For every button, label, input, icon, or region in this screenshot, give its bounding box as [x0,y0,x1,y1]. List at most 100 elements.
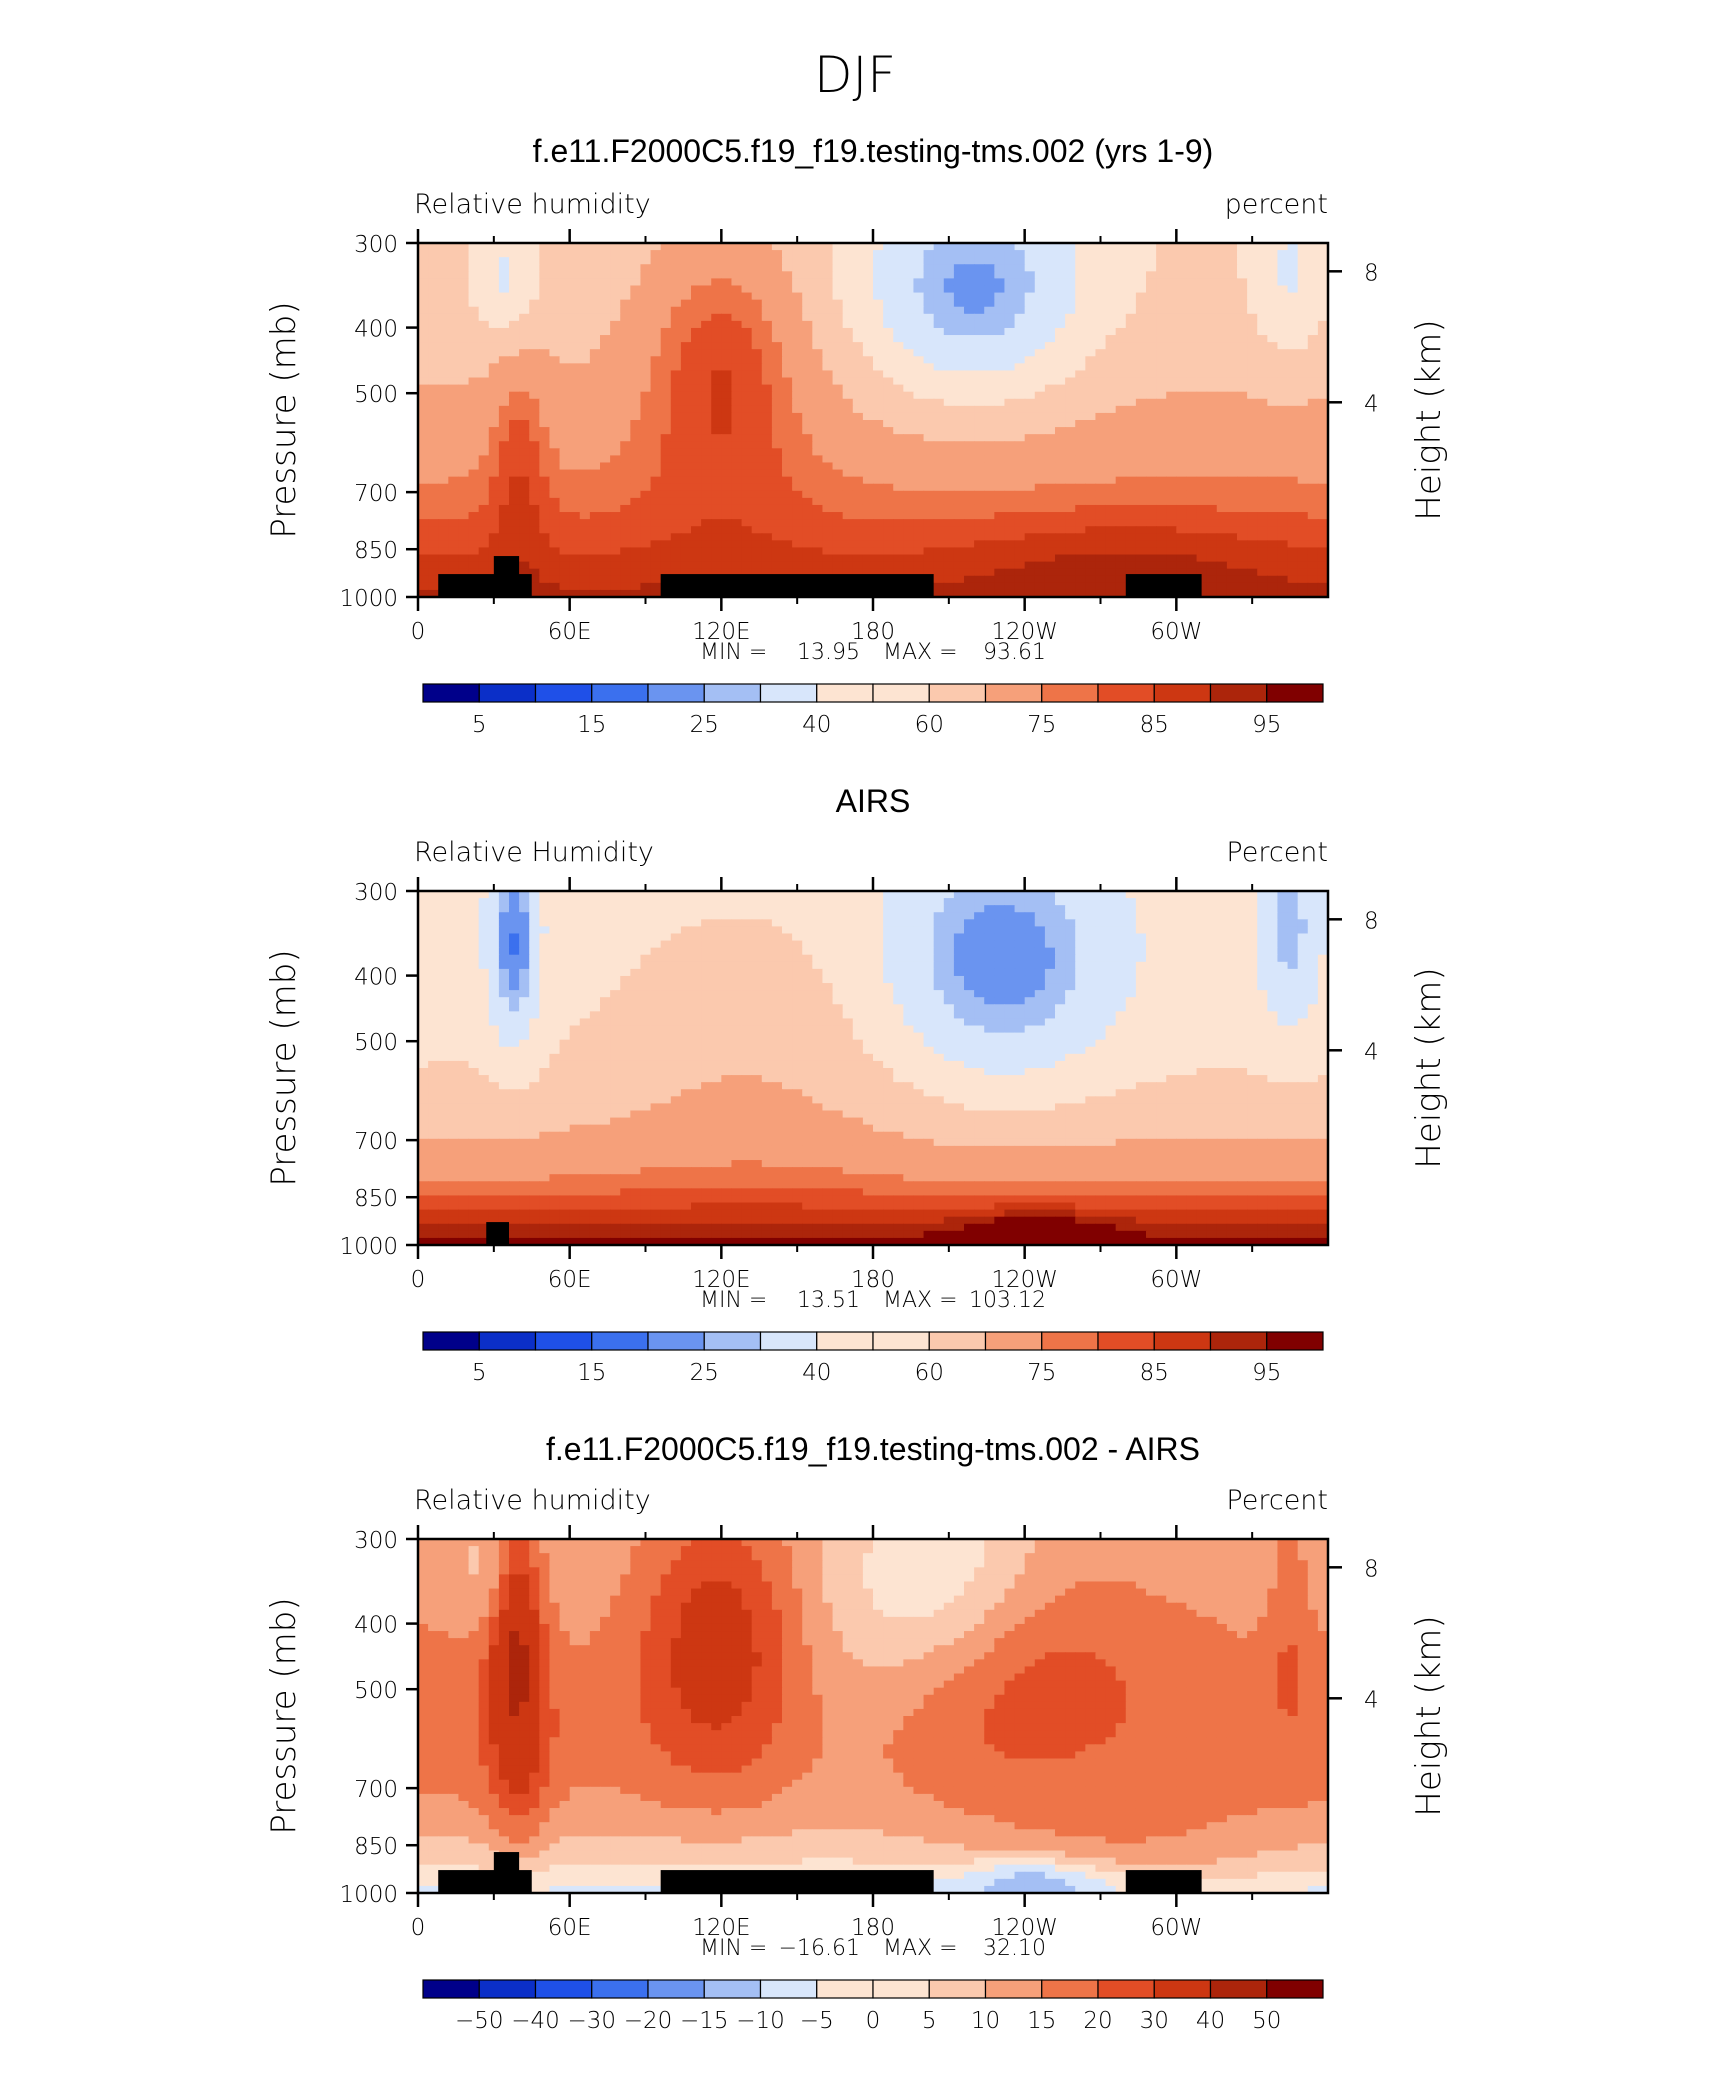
contour-cell [974,412,985,421]
contour-cell [1277,292,1289,301]
contour-cell [974,554,985,563]
contour-cell [1146,320,1157,329]
contour-cell [1226,455,1238,464]
contour-cell [660,405,672,414]
contour-cell [600,455,611,464]
contour-cell [933,912,945,920]
contour-cell [1226,285,1238,294]
contour-cell [488,356,500,364]
contour-cell [701,384,712,393]
contour-cell [721,363,733,372]
contour-cell [1156,427,1167,435]
contour-cell [964,250,975,258]
contour-cell [519,384,530,393]
contour-cell [488,462,500,471]
contour-cell [1055,912,1066,920]
contour-cell [630,370,642,379]
contour-cell [650,912,662,920]
contour-cell [579,561,591,570]
contour-cell [964,271,975,279]
contour-cell [589,483,601,492]
contour-cell [741,455,753,464]
contour-cell [418,349,429,357]
contour-cell [862,919,874,927]
contour-cell [984,554,995,563]
contour-cell [448,278,460,287]
contour-cell [701,561,712,570]
contour-cell [1257,589,1268,598]
contour-cell [792,405,803,414]
contour-cell [842,448,854,456]
contour-cell [610,526,621,534]
contour-cell [802,519,813,527]
contour-cell [873,278,884,287]
contour-cell [782,370,793,379]
contour-cell [1277,335,1289,343]
contour-cell [1125,469,1137,478]
contour-cell [1055,370,1066,379]
contour-cell [832,540,844,549]
contour-cell [1105,582,1117,591]
contour-cell [620,462,631,471]
contour-cell [650,540,662,549]
contour-cell [650,243,662,251]
contour-cell [771,377,783,386]
contour-cell [640,441,652,449]
contour-cell [842,905,854,913]
contour-cell [529,483,540,492]
contour-cell [984,448,995,456]
contour-cell [1115,327,1127,336]
contour-cell [539,547,551,556]
contour-cell [1135,504,1147,513]
contour-cell [1166,250,1177,258]
contour-cell [1307,497,1319,506]
contour-cell [1267,285,1279,294]
contour-cell [701,891,712,899]
contour-cell [862,278,874,287]
contour-cell [893,292,904,301]
contour-cell [428,554,439,563]
contour-cell [1044,370,1056,379]
contour-cell [1055,568,1066,577]
contour-cell [873,427,884,435]
contour-cell [1105,257,1117,265]
contour-cell [802,497,813,506]
contour-cell [468,434,480,442]
contour-cell [579,554,591,563]
contour-cell [1044,441,1056,449]
contour-cell [620,533,631,541]
contour-cell [893,455,904,464]
contour-cell [509,540,520,549]
contour-cell [974,349,985,357]
contour-cell [549,356,561,364]
contour-cell [1216,335,1228,343]
panel-title: f.e11.F2000C5.f19_f19.testing-tms.002 (y… [533,133,1214,169]
contour-cell [974,306,985,315]
contour-cell [569,243,581,251]
contour-cell [610,313,621,322]
contour-cell [1135,561,1147,570]
contour-cell [913,285,925,294]
contour-cell [539,455,551,464]
contour-cell [1257,526,1268,534]
contour-cell [1034,504,1046,513]
contour-cell [1267,264,1279,272]
contour-cell [1105,243,1117,251]
contour-cell [812,476,824,485]
contour-cell [721,278,733,287]
contour-cell [1267,299,1279,308]
contour-cell [478,476,490,485]
contour-cell [1247,497,1258,506]
contour-cell [883,243,894,251]
contour-cell [1024,384,1036,393]
contour-cell [1044,377,1056,386]
contour-cell [478,306,490,315]
contour-cell [630,299,642,308]
contour-cell [1317,278,1329,287]
contour-cell [670,919,682,927]
contour-cell [691,912,702,920]
contour-cell [1206,377,1218,386]
contour-cell [1065,306,1076,315]
contour-cell [610,504,621,513]
contour-cell [1317,370,1329,379]
